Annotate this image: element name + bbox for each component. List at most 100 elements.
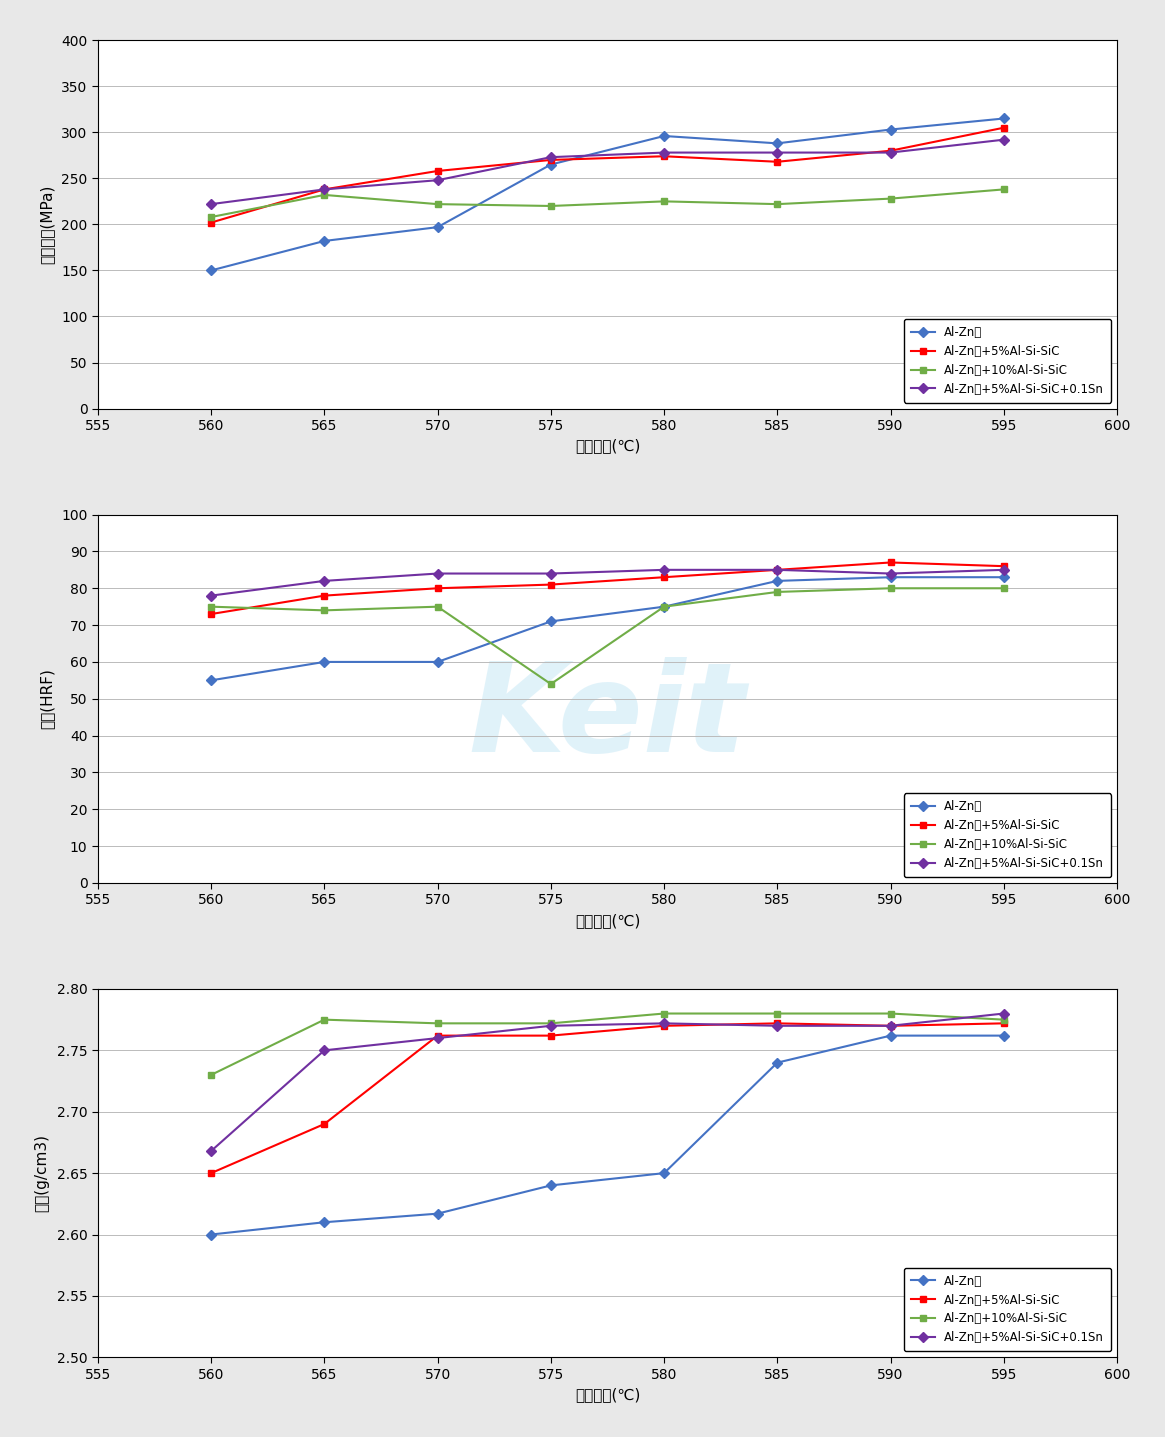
Al-Zn계+5%Al-Si-SiC xyxy=(997,558,1011,575)
Al-Zn계 xyxy=(431,654,445,671)
Al-Zn계+5%Al-Si-SiC xyxy=(204,214,218,231)
Line: Al-Zn계+5%Al-Si-SiC+0.1Sn: Al-Zn계+5%Al-Si-SiC+0.1Sn xyxy=(207,137,1008,207)
Al-Zn계+10%Al-Si-SiC xyxy=(544,1015,558,1032)
Y-axis label: 밀도(g/cm3): 밀도(g/cm3) xyxy=(35,1134,50,1213)
Al-Zn계+10%Al-Si-SiC xyxy=(317,187,331,204)
Al-Zn계 xyxy=(431,1206,445,1223)
Al-Zn계+5%Al-Si-SiC+0.1Sn xyxy=(544,1017,558,1035)
Al-Zn계+5%Al-Si-SiC+0.1Sn xyxy=(431,565,445,582)
Al-Zn계+10%Al-Si-SiC xyxy=(204,598,218,615)
Al-Zn계+5%Al-Si-SiC xyxy=(204,605,218,622)
Al-Zn계 xyxy=(883,569,897,586)
Line: Al-Zn계+5%Al-Si-SiC: Al-Zn계+5%Al-Si-SiC xyxy=(207,1020,1008,1177)
Al-Zn계 xyxy=(997,569,1011,586)
Al-Zn계+5%Al-Si-SiC+0.1Sn xyxy=(317,1042,331,1059)
Line: Al-Zn계+10%Al-Si-SiC: Al-Zn계+10%Al-Si-SiC xyxy=(207,1010,1008,1078)
Al-Zn계+5%Al-Si-SiC+0.1Sn xyxy=(883,1017,897,1035)
X-axis label: 소결온도(℃): 소결온도(℃) xyxy=(574,438,640,454)
Text: Keit: Keit xyxy=(468,657,746,777)
Al-Zn계 xyxy=(544,612,558,629)
Al-Zn계+5%Al-Si-SiC+0.1Sn xyxy=(883,565,897,582)
Al-Zn계+5%Al-Si-SiC+0.1Sn xyxy=(204,195,218,213)
Al-Zn계+10%Al-Si-SiC xyxy=(544,675,558,693)
Al-Zn계+5%Al-Si-SiC xyxy=(204,1164,218,1181)
Al-Zn계+5%Al-Si-SiC+0.1Sn xyxy=(657,144,671,161)
Al-Zn계+5%Al-Si-SiC xyxy=(883,1017,897,1035)
Al-Zn계+5%Al-Si-SiC xyxy=(997,1015,1011,1032)
Line: Al-Zn계+10%Al-Si-SiC: Al-Zn계+10%Al-Si-SiC xyxy=(207,585,1008,687)
Al-Zn계+5%Al-Si-SiC+0.1Sn xyxy=(657,562,671,579)
Al-Zn계+10%Al-Si-SiC xyxy=(544,197,558,214)
Al-Zn계 xyxy=(883,1027,897,1045)
Al-Zn계 xyxy=(204,1226,218,1243)
Al-Zn계+5%Al-Si-SiC+0.1Sn xyxy=(770,1017,784,1035)
Al-Zn계+5%Al-Si-SiC xyxy=(431,162,445,180)
Al-Zn계+5%Al-Si-SiC xyxy=(657,1017,671,1035)
Al-Zn계+5%Al-Si-SiC+0.1Sn xyxy=(883,144,897,161)
Al-Zn계+5%Al-Si-SiC+0.1Sn xyxy=(770,562,784,579)
Al-Zn계+10%Al-Si-SiC xyxy=(317,1012,331,1029)
Al-Zn계 xyxy=(770,1053,784,1071)
Al-Zn계 xyxy=(997,109,1011,126)
Line: Al-Zn계+10%Al-Si-SiC: Al-Zn계+10%Al-Si-SiC xyxy=(207,185,1008,220)
Al-Zn계+5%Al-Si-SiC xyxy=(770,562,784,579)
Al-Zn계+5%Al-Si-SiC xyxy=(883,142,897,160)
Al-Zn계+10%Al-Si-SiC xyxy=(431,598,445,615)
Al-Zn계+10%Al-Si-SiC xyxy=(883,190,897,207)
Al-Zn계+5%Al-Si-SiC+0.1Sn xyxy=(997,562,1011,579)
Al-Zn계+5%Al-Si-SiC+0.1Sn xyxy=(431,171,445,188)
Al-Zn계+10%Al-Si-SiC xyxy=(770,1004,784,1022)
Line: Al-Zn계+5%Al-Si-SiC: Al-Zn계+5%Al-Si-SiC xyxy=(207,124,1008,226)
Al-Zn계+5%Al-Si-SiC xyxy=(770,154,784,171)
Al-Zn계+5%Al-Si-SiC xyxy=(317,586,331,604)
Al-Zn계+10%Al-Si-SiC xyxy=(770,583,784,601)
Legend: Al-Zn계, Al-Zn계+5%Al-Si-SiC, Al-Zn계+10%Al-Si-SiC, Al-Zn계+5%Al-Si-SiC+0.1Sn: Al-Zn계, Al-Zn계+5%Al-Si-SiC, Al-Zn계+10%Al… xyxy=(904,1267,1111,1351)
Al-Zn계+5%Al-Si-SiC xyxy=(657,569,671,586)
Al-Zn계 xyxy=(657,1164,671,1181)
Al-Zn계 xyxy=(317,654,331,671)
Al-Zn계+5%Al-Si-SiC+0.1Sn xyxy=(204,586,218,604)
Al-Zn계 xyxy=(657,128,671,145)
Al-Zn계+10%Al-Si-SiC xyxy=(204,208,218,226)
Legend: Al-Zn계, Al-Zn계+5%Al-Si-SiC, Al-Zn계+10%Al-Si-SiC, Al-Zn계+5%Al-Si-SiC+0.1Sn: Al-Zn계, Al-Zn계+5%Al-Si-SiC, Al-Zn계+10%Al… xyxy=(904,319,1111,402)
Al-Zn계+5%Al-Si-SiC xyxy=(544,576,558,593)
Line: Al-Zn계+5%Al-Si-SiC: Al-Zn계+5%Al-Si-SiC xyxy=(207,559,1008,618)
Al-Zn계+5%Al-Si-SiC xyxy=(883,553,897,570)
Al-Zn계+10%Al-Si-SiC xyxy=(204,1066,218,1083)
Line: Al-Zn계: Al-Zn계 xyxy=(207,573,1008,684)
Al-Zn계 xyxy=(431,218,445,236)
Al-Zn계 xyxy=(657,598,671,615)
Al-Zn계+5%Al-Si-SiC+0.1Sn xyxy=(204,1142,218,1160)
Al-Zn계+5%Al-Si-SiC xyxy=(431,1027,445,1045)
Al-Zn계+10%Al-Si-SiC xyxy=(997,579,1011,596)
Al-Zn계+5%Al-Si-SiC xyxy=(770,1015,784,1032)
Al-Zn계+10%Al-Si-SiC xyxy=(883,1004,897,1022)
Al-Zn계+10%Al-Si-SiC xyxy=(997,181,1011,198)
Al-Zn계+5%Al-Si-SiC xyxy=(317,181,331,198)
Al-Zn계+5%Al-Si-SiC+0.1Sn xyxy=(544,148,558,165)
Al-Zn계 xyxy=(997,1027,1011,1045)
Al-Zn계 xyxy=(204,262,218,279)
Al-Zn계+5%Al-Si-SiC+0.1Sn xyxy=(997,1004,1011,1022)
Al-Zn계+5%Al-Si-SiC+0.1Sn xyxy=(770,144,784,161)
Al-Zn계+5%Al-Si-SiC xyxy=(544,1027,558,1045)
Al-Zn계 xyxy=(770,572,784,589)
Al-Zn계+5%Al-Si-SiC xyxy=(317,1115,331,1132)
Al-Zn계+5%Al-Si-SiC xyxy=(657,148,671,165)
Al-Zn계+5%Al-Si-SiC+0.1Sn xyxy=(997,131,1011,148)
Al-Zn계+10%Al-Si-SiC xyxy=(657,598,671,615)
Al-Zn계+10%Al-Si-SiC xyxy=(317,602,331,619)
Al-Zn계 xyxy=(883,121,897,138)
Line: Al-Zn계+5%Al-Si-SiC+0.1Sn: Al-Zn계+5%Al-Si-SiC+0.1Sn xyxy=(207,1010,1008,1154)
Al-Zn계+5%Al-Si-SiC+0.1Sn xyxy=(431,1029,445,1046)
Al-Zn계+5%Al-Si-SiC xyxy=(997,119,1011,137)
X-axis label: 소결온도(℃): 소결온도(℃) xyxy=(574,1387,640,1403)
Al-Zn계 xyxy=(544,1177,558,1194)
Al-Zn계 xyxy=(317,1214,331,1232)
Al-Zn계+10%Al-Si-SiC xyxy=(431,1015,445,1032)
Al-Zn계 xyxy=(204,671,218,688)
Y-axis label: 인장강도(MPa): 인장강도(MPa) xyxy=(40,185,54,264)
Al-Zn계 xyxy=(317,233,331,250)
Al-Zn계+10%Al-Si-SiC xyxy=(431,195,445,213)
Line: Al-Zn계: Al-Zn계 xyxy=(207,115,1008,274)
